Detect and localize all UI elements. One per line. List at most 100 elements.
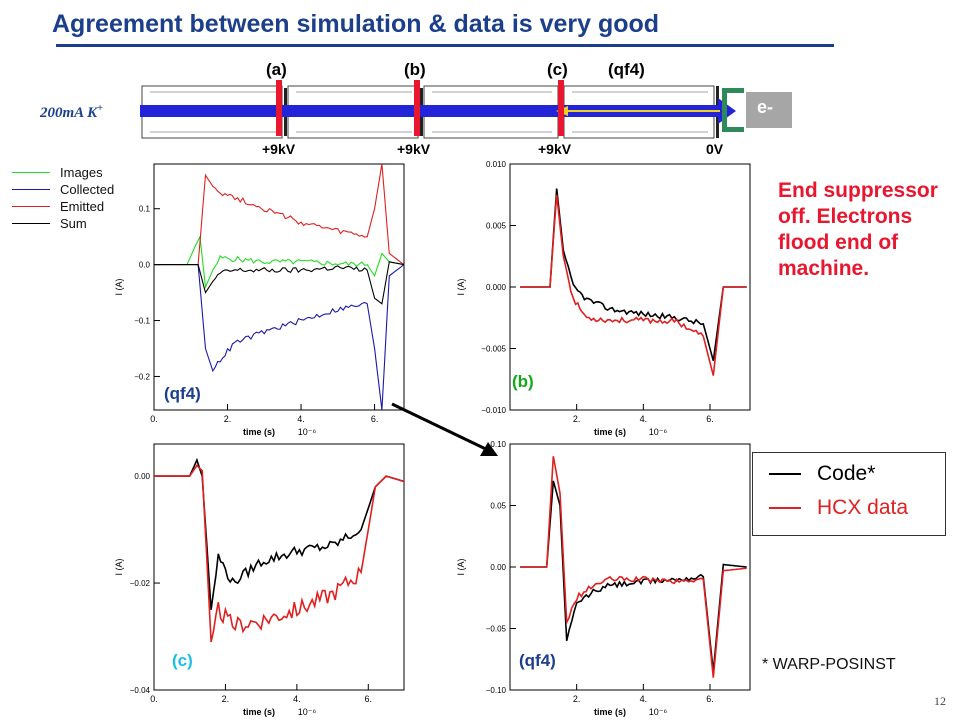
y-tick-label: −0.04 bbox=[130, 686, 151, 695]
plot-frame bbox=[153, 443, 405, 691]
legend-swatch bbox=[12, 172, 50, 173]
rod-b bbox=[414, 80, 420, 136]
legend-label: Sum bbox=[60, 216, 87, 231]
diagnostic-label-a: (a) bbox=[266, 60, 287, 79]
x-tick-label: 0. bbox=[150, 694, 158, 704]
x-axis-exponent: 10⁻⁶ bbox=[298, 707, 317, 717]
voltage-label: +9kV bbox=[538, 141, 572, 157]
series-line bbox=[154, 261, 405, 305]
link-arrow bbox=[391, 402, 498, 456]
page-title: Agreement between simulation & data is v… bbox=[52, 10, 660, 38]
series-line bbox=[154, 457, 405, 610]
chart-qf4-compare: 2. 4. 6. −0.10 −0.05 0.00 0.05 0.10 time (s) 10⁻⁶… bbox=[456, 440, 751, 717]
y-tick-label: −0.10 bbox=[486, 686, 507, 695]
component-legend: Images Collected Emitted Sum bbox=[12, 164, 114, 232]
panel-tag: (qf4) bbox=[164, 384, 201, 403]
rod-a bbox=[276, 80, 282, 136]
beamline-schematic bbox=[140, 80, 792, 139]
x-axis-label: time (s) bbox=[594, 707, 626, 717]
y-tick-label: 0.1 bbox=[139, 205, 151, 214]
beam-label-charge: + bbox=[97, 103, 103, 114]
x-tick-label: 2. bbox=[222, 694, 230, 704]
y-axis-label: I (A) bbox=[114, 278, 124, 295]
voltage-label: 0V bbox=[706, 141, 724, 157]
beam-label-text: 200mA K bbox=[40, 105, 98, 121]
x-axis-label: time (s) bbox=[243, 707, 275, 717]
y-tick-label: 0.0 bbox=[139, 261, 151, 270]
x-axis-exponent: 10⁻⁶ bbox=[649, 427, 668, 437]
plot-frame bbox=[153, 163, 405, 411]
panel-tag: (c) bbox=[172, 651, 193, 670]
x-axis-label: time (s) bbox=[594, 427, 626, 437]
x-tick-label: 6. bbox=[365, 694, 373, 704]
legend-label: Images bbox=[60, 165, 103, 180]
y-tick-label: −0.005 bbox=[481, 345, 506, 354]
x-tick-label: 4. bbox=[297, 414, 305, 424]
voltage-label: +9kV bbox=[397, 141, 431, 157]
panel-tag: (qf4) bbox=[519, 651, 556, 670]
diagnostic-label-qf4: (qf4) bbox=[608, 60, 645, 79]
code-data-legend: Code* HCX data bbox=[752, 452, 946, 536]
series-line bbox=[520, 456, 747, 678]
legend-label: Collected bbox=[60, 182, 115, 197]
y-tick-label: 0.00 bbox=[134, 472, 150, 481]
legend-label: HCX data bbox=[817, 496, 909, 519]
x-tick-label: 4. bbox=[640, 694, 648, 704]
legend-swatch bbox=[12, 223, 50, 224]
y-tick-label: 0.00 bbox=[490, 563, 506, 572]
legend-label: Code* bbox=[817, 462, 876, 485]
legend-entry: Sum bbox=[12, 215, 114, 232]
y-axis-label: I (A) bbox=[114, 558, 124, 575]
y-tick-label: 0.005 bbox=[486, 222, 507, 231]
x-tick-label: 2. bbox=[224, 414, 232, 424]
x-tick-label: 6. bbox=[706, 694, 714, 704]
legend-entry: Emitted bbox=[12, 198, 114, 215]
y-tick-label: −0.02 bbox=[130, 579, 151, 588]
x-axis-label: time (s) bbox=[243, 427, 275, 437]
end-suppressor-note: End suppressor off. Electrons flood end … bbox=[778, 179, 938, 280]
y-tick-label: −0.2 bbox=[134, 372, 150, 381]
y-axis-label: I (A) bbox=[456, 278, 466, 295]
beam-arrow-shaft bbox=[140, 105, 720, 117]
series-line bbox=[520, 188, 747, 362]
series-line bbox=[154, 464, 405, 643]
x-tick-label: 2. bbox=[573, 414, 581, 424]
legend-swatch bbox=[769, 473, 801, 475]
electron-label: e- bbox=[757, 97, 774, 117]
x-tick-label: 0. bbox=[150, 414, 158, 424]
magnet-hatching bbox=[150, 91, 708, 133]
chart-c-compare: 0. 2. 4. 6. −0.04 −0.02 0.00 time (s) 10⁻⁶ I (A) bbox=[114, 443, 405, 717]
x-tick-label: 6. bbox=[371, 414, 379, 424]
x-axis-exponent: 10⁻⁶ bbox=[298, 427, 317, 437]
beam-label: 200mA K+ bbox=[40, 103, 103, 122]
footnote: * WARP-POSINST bbox=[762, 656, 896, 673]
diagnostic-label-b: (b) bbox=[404, 60, 426, 79]
y-tick-label: 0.000 bbox=[486, 283, 507, 292]
series-line bbox=[154, 234, 405, 290]
panel-tag: (b) bbox=[512, 372, 534, 391]
electron-box bbox=[746, 92, 792, 128]
x-tick-label: 2. bbox=[573, 694, 581, 704]
y-tick-label: −0.010 bbox=[481, 406, 506, 415]
legend-swatch bbox=[769, 507, 801, 509]
chart-b-compare: 2. 4. 6. −0.010 −0.005 0.000 0.005 0.010 time (s… bbox=[456, 160, 751, 437]
y-tick-label: −0.1 bbox=[134, 317, 150, 326]
legend-swatch bbox=[12, 206, 50, 207]
y-tick-label: 0.010 bbox=[486, 160, 507, 169]
legend-entry: Code* bbox=[769, 462, 875, 486]
page-number: 12 bbox=[934, 694, 946, 708]
series-line bbox=[520, 480, 747, 672]
y-tick-label: 0.10 bbox=[490, 440, 506, 449]
y-tick-label: −0.05 bbox=[486, 625, 507, 634]
series-line bbox=[154, 163, 405, 266]
x-tick-label: 6. bbox=[706, 414, 714, 424]
title-underline bbox=[56, 44, 834, 47]
legend-swatch bbox=[12, 189, 50, 190]
diagnostic-label-c: (c) bbox=[547, 60, 568, 79]
x-tick-label: 4. bbox=[293, 694, 301, 704]
series-line bbox=[520, 194, 747, 376]
end-suppressor bbox=[722, 88, 744, 132]
chart-qf4-components: 0. 2. 4. 6. −0.2 −0.1 0.0 0.1 time (s) 10⁻⁶ I (A) bbox=[114, 163, 405, 437]
legend-entry: Images bbox=[12, 164, 114, 181]
legend-entry: HCX data bbox=[769, 496, 908, 520]
